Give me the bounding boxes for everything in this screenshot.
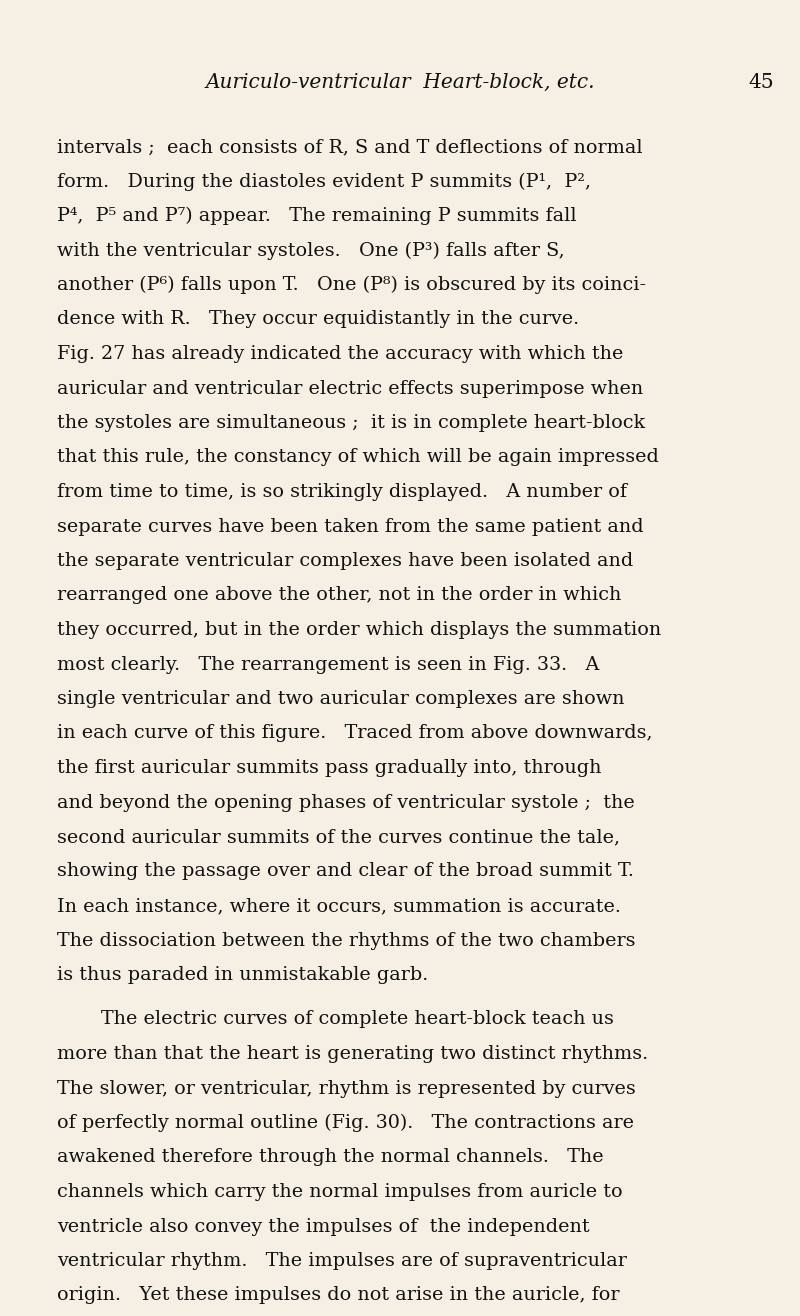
Text: that this rule, the constancy of which will be again impressed: that this rule, the constancy of which w… [57, 449, 659, 466]
Text: ventricular rhythm.   The impulses are of supraventricular: ventricular rhythm. The impulses are of … [57, 1252, 627, 1270]
Text: origin.   Yet these impulses do not arise in the auricle, for: origin. Yet these impulses do not arise … [57, 1287, 619, 1304]
Text: The electric curves of complete heart-block teach us: The electric curves of complete heart-bl… [101, 1011, 614, 1029]
Text: of perfectly normal outline (Fig. 30).   The contractions are: of perfectly normal outline (Fig. 30). T… [57, 1115, 634, 1132]
Text: second auricular summits of the curves continue the tale,: second auricular summits of the curves c… [57, 828, 620, 846]
Text: In each instance, where it occurs, summation is accurate.: In each instance, where it occurs, summa… [57, 898, 621, 915]
Text: rearranged one above the other, not in the order in which: rearranged one above the other, not in t… [57, 587, 622, 604]
Text: form.   During the diastoles evident P summits (P¹,  P²,: form. During the diastoles evident P sum… [57, 172, 591, 191]
Text: separate curves have been taken from the same patient and: separate curves have been taken from the… [57, 517, 644, 536]
Text: the separate ventricular complexes have been isolated and: the separate ventricular complexes have … [57, 551, 634, 570]
Text: the systoles are simultaneous ;  it is in complete heart-block: the systoles are simultaneous ; it is in… [57, 415, 645, 432]
Text: The dissociation between the rhythms of the two chambers: The dissociation between the rhythms of … [57, 932, 635, 950]
Text: awakened therefore through the normal channels.   The: awakened therefore through the normal ch… [57, 1149, 604, 1166]
Text: The slower, or ventricular, rhythm is represented by curves: The slower, or ventricular, rhythm is re… [57, 1079, 636, 1098]
Text: the first auricular summits pass gradually into, through: the first auricular summits pass gradual… [57, 759, 602, 776]
Text: they occurred, but in the order which displays the summation: they occurred, but in the order which di… [57, 621, 662, 640]
Text: Fig. 27 has already indicated the accuracy with which the: Fig. 27 has already indicated the accura… [57, 345, 623, 363]
Text: from time to time, is so strikingly displayed.   A number of: from time to time, is so strikingly disp… [57, 483, 627, 501]
Text: P⁴,  P⁵ and P⁷) appear.   The remaining P summits fall: P⁴, P⁵ and P⁷) appear. The remaining P s… [57, 207, 577, 225]
Text: another (P⁶) falls upon T.   One (P⁸) is obscured by its coinci-: another (P⁶) falls upon T. One (P⁸) is o… [57, 276, 646, 295]
Text: single ventricular and two auricular complexes are shown: single ventricular and two auricular com… [57, 690, 625, 708]
Text: ventricle also convey the impulses of  the independent: ventricle also convey the impulses of th… [57, 1217, 590, 1236]
Text: channels which carry the normal impulses from auricle to: channels which carry the normal impulses… [57, 1183, 622, 1202]
Text: 45: 45 [748, 72, 774, 92]
Text: with the ventricular systoles.   One (P³) falls after S,: with the ventricular systoles. One (P³) … [57, 242, 565, 259]
Text: auricular and ventricular electric effects superimpose when: auricular and ventricular electric effec… [57, 379, 643, 397]
Text: most clearly.   The rearrangement is seen in Fig. 33.   A: most clearly. The rearrangement is seen … [57, 655, 599, 674]
Text: Auriculo-ventricular  Heart-block, etc.: Auriculo-ventricular Heart-block, etc. [206, 72, 594, 92]
Text: in each curve of this figure.   Traced from above downwards,: in each curve of this figure. Traced fro… [57, 725, 653, 742]
Text: more than that the heart is generating two distinct rhythms.: more than that the heart is generating t… [57, 1045, 648, 1063]
Text: and beyond the opening phases of ventricular systole ;  the: and beyond the opening phases of ventric… [57, 794, 634, 812]
Text: intervals ;  each consists of R, S and T deflections of normal: intervals ; each consists of R, S and T … [57, 138, 642, 157]
Text: showing the passage over and clear of the broad summit T.: showing the passage over and clear of th… [57, 862, 634, 880]
Text: is thus paraded in unmistakable garb.: is thus paraded in unmistakable garb. [57, 966, 428, 984]
Text: dence with R.   They occur equidistantly in the curve.: dence with R. They occur equidistantly i… [57, 311, 579, 329]
